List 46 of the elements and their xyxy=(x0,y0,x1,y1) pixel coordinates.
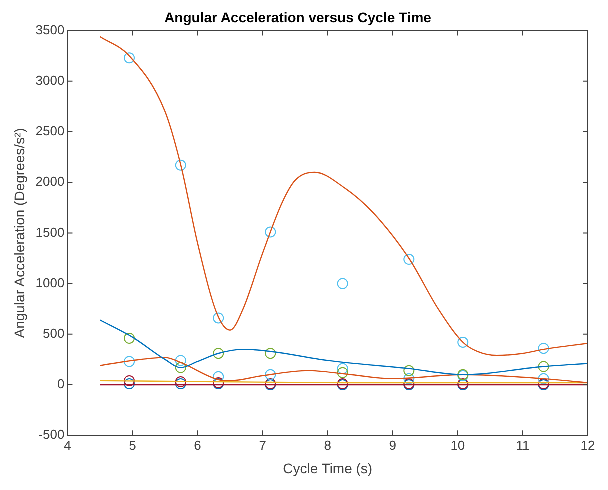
x-tick-label: 6 xyxy=(194,438,202,453)
y-tick-label: 500 xyxy=(43,326,65,341)
x-tick-label: 12 xyxy=(580,438,596,453)
y-tick-label: 3500 xyxy=(36,22,65,38)
point xyxy=(124,375,136,386)
x-tick-label: 11 xyxy=(516,438,530,453)
point xyxy=(265,369,276,380)
point xyxy=(175,160,186,171)
point xyxy=(213,312,224,324)
y-tick-label: 3000 xyxy=(36,72,65,88)
point xyxy=(404,373,415,384)
y-axis-title: Angular Acceleration (Degrees/s²) xyxy=(11,128,28,338)
point xyxy=(213,348,224,360)
point xyxy=(538,373,550,384)
point xyxy=(404,254,415,266)
y-tick-label: 1500 xyxy=(36,224,65,240)
y-tick-label: 1000 xyxy=(36,275,65,290)
y-tick-label: 2000 xyxy=(36,174,65,190)
point xyxy=(124,356,136,368)
point xyxy=(404,365,415,376)
x-tick-label: 9 xyxy=(389,438,397,453)
y-tick-label: -500 xyxy=(38,427,65,442)
point xyxy=(124,52,136,64)
point xyxy=(458,336,469,348)
point xyxy=(175,362,186,374)
point xyxy=(337,278,348,290)
point xyxy=(265,226,276,238)
point xyxy=(337,367,348,378)
x-tick-label: 8 xyxy=(324,438,332,453)
x-tick-label: 4 xyxy=(64,438,72,453)
y-tick-label: 2500 xyxy=(36,124,65,139)
x-tick-label: 10 xyxy=(450,438,466,453)
point xyxy=(538,343,550,354)
point xyxy=(538,361,550,372)
point xyxy=(337,363,348,374)
point xyxy=(124,378,136,390)
y-tick-label: 0 xyxy=(57,376,65,392)
x-tick-label: 5 xyxy=(129,438,136,453)
line-series xyxy=(100,36,588,356)
point xyxy=(265,348,276,360)
x-tick-label: 7 xyxy=(259,438,266,453)
point xyxy=(124,332,136,344)
point xyxy=(175,355,186,366)
x-axis-title: Cycle Time (s) xyxy=(283,460,373,476)
chart-title: Angular Acceleration versus Cycle Time xyxy=(164,9,432,26)
point xyxy=(213,371,224,382)
